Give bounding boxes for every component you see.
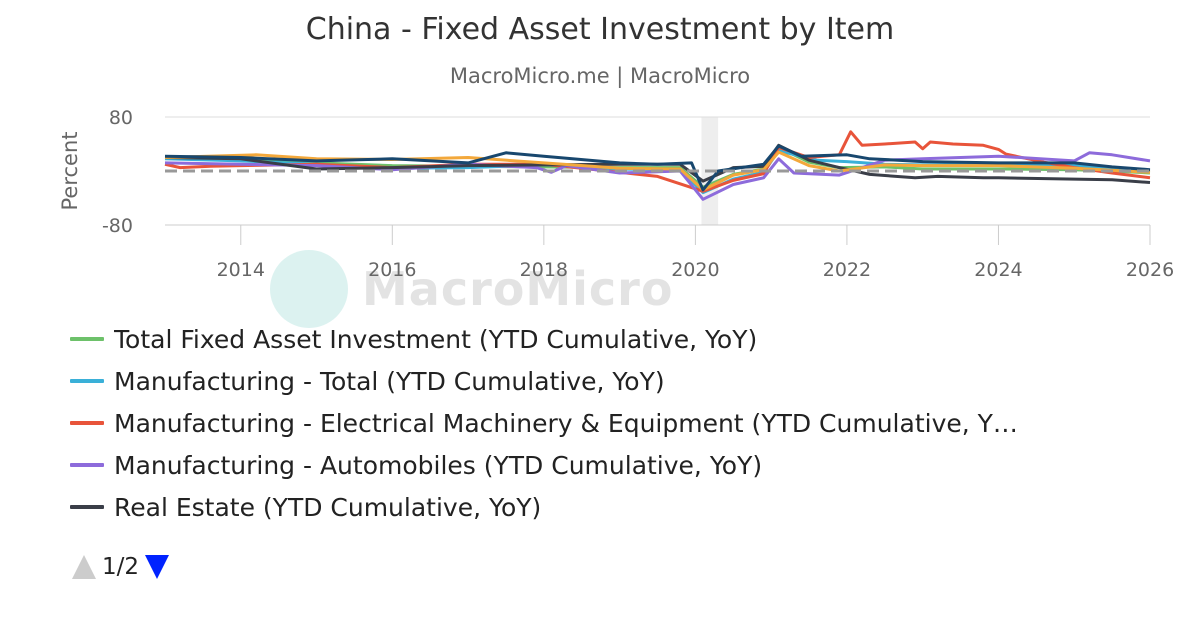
- legend-label: Total Fixed Asset Investment (YTD Cumula…: [114, 324, 758, 354]
- legend-item[interactable]: Manufacturing - Electrical Machinery & E…: [70, 402, 1150, 444]
- chart-subtitle: MacroMicro.me | MacroMicro: [449, 64, 751, 88]
- x-tick-label: 2020: [671, 259, 719, 281]
- legend-page-label: 1/2: [102, 554, 140, 580]
- legend-label: Manufacturing - Electrical Machinery & E…: [114, 408, 1018, 438]
- x-tick-label: 2014: [217, 259, 265, 281]
- chart-title: China - Fixed Asset Investment by Item: [305, 12, 895, 47]
- line-chart: 80 -80 2014 2016 2018 2020 2022 2024 2026 Percent: [58, 107, 1174, 281]
- legend-label: Infrastructure (YTD Cumulative, YoY): [114, 535, 571, 539]
- series-line: [164, 144, 1151, 192]
- x-tick-label: 2018: [520, 259, 568, 281]
- watermark: MacroMicro: [270, 250, 673, 328]
- y-axis-title: Percent: [58, 131, 82, 210]
- legend-label: Real Estate (YTD Cumulative, YoY): [114, 492, 542, 522]
- legend-item[interactable]: Manufacturing - Automobiles (YTD Cumulat…: [70, 444, 1150, 486]
- legend-swatch: [70, 379, 104, 383]
- legend-item[interactable]: Real Estate (YTD Cumulative, YoY): [70, 486, 1150, 528]
- legend-item[interactable]: Total Fixed Asset Investment (YTD Cumula…: [70, 318, 1150, 360]
- legend-page-down-icon[interactable]: [145, 555, 170, 579]
- x-tick-label: 2026: [1126, 259, 1174, 281]
- legend-swatch: [70, 421, 104, 425]
- legend-swatch: [70, 463, 104, 467]
- legend-swatch: [70, 505, 104, 509]
- legend-label: Manufacturing - Automobiles (YTD Cumulat…: [114, 450, 763, 480]
- x-tick-label: 2016: [368, 259, 416, 281]
- y-tick-label: 80: [109, 107, 133, 129]
- chart-logo-icon: [270, 250, 348, 328]
- legend-swatch: [70, 337, 104, 341]
- x-tick-label: 2024: [974, 259, 1022, 281]
- legend-pager: 1/2: [72, 554, 170, 580]
- legend-item[interactable]: Manufacturing - Total (YTD Cumulative, Y…: [70, 360, 1150, 402]
- x-tick-label: 2022: [823, 259, 871, 281]
- y-tick-label: -80: [102, 215, 133, 237]
- chart-legend: Total Fixed Asset Investment (YTD Cumula…: [70, 318, 1150, 538]
- watermark-text: MacroMicro: [362, 262, 674, 316]
- legend-item[interactable]: Infrastructure (YTD Cumulative, YoY): [70, 528, 1150, 539]
- legend-label: Manufacturing - Total (YTD Cumulative, Y…: [114, 366, 665, 396]
- legend-page-up-icon[interactable]: [72, 555, 96, 579]
